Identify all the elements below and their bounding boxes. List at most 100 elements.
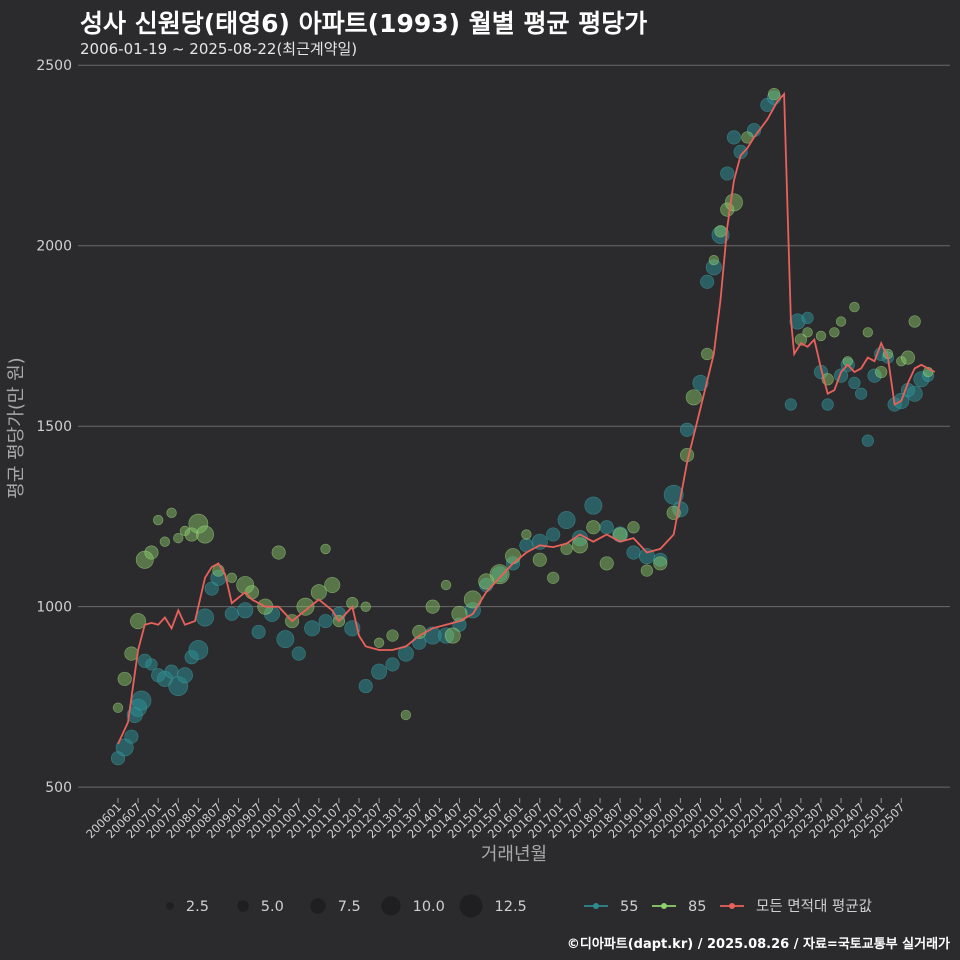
point-85 bbox=[400, 709, 412, 721]
point-85 bbox=[794, 333, 807, 346]
point-85 bbox=[849, 301, 860, 313]
average-line-path bbox=[117, 91, 936, 745]
point-55 bbox=[385, 657, 400, 672]
point-85 bbox=[184, 527, 199, 542]
point-85 bbox=[112, 702, 124, 713]
point-55 bbox=[626, 545, 641, 560]
point-85 bbox=[173, 532, 184, 544]
point-85 bbox=[478, 573, 495, 590]
point-55 bbox=[784, 398, 797, 411]
point-55 bbox=[855, 387, 868, 400]
point-55 bbox=[921, 369, 935, 382]
point-85 bbox=[310, 584, 327, 601]
point-55 bbox=[224, 606, 239, 621]
point-55 bbox=[196, 608, 214, 627]
point-85 bbox=[386, 629, 399, 642]
point-85 bbox=[875, 365, 888, 379]
point-55 bbox=[188, 640, 209, 660]
point-85 bbox=[708, 254, 719, 266]
point-55 bbox=[726, 130, 741, 145]
size-legend-label: 7.5 bbox=[338, 899, 361, 915]
size-legend-circle bbox=[237, 900, 249, 912]
point-55 bbox=[176, 667, 193, 684]
point-85 bbox=[724, 193, 743, 212]
series-legend-label: 55 bbox=[620, 899, 638, 915]
point-55 bbox=[821, 398, 834, 411]
point-85 bbox=[271, 545, 286, 560]
point-85 bbox=[640, 564, 653, 577]
point-85 bbox=[244, 585, 259, 600]
point-55 bbox=[358, 679, 373, 694]
size-legend-label: 2.5 bbox=[186, 899, 209, 915]
series-legend-dot bbox=[729, 903, 735, 909]
point-85 bbox=[324, 577, 341, 594]
point-85 bbox=[196, 525, 214, 544]
series-legend-label: 모든 면적대 평균값 bbox=[756, 898, 872, 915]
legend: 2.5 5.0 7.5 10.0 12.5 55 85 모든 면적대 평균값 bbox=[166, 894, 872, 918]
gridlines bbox=[78, 64, 950, 788]
point-55 bbox=[131, 690, 152, 711]
point-85 bbox=[802, 327, 813, 338]
point-85 bbox=[900, 350, 916, 365]
point-55 bbox=[801, 311, 814, 325]
point-85 bbox=[685, 389, 702, 406]
size-legend-circle bbox=[166, 902, 174, 910]
point-85 bbox=[373, 637, 385, 648]
point-85 bbox=[320, 543, 331, 555]
point-85 bbox=[835, 316, 847, 327]
point-55 bbox=[663, 484, 684, 505]
point-85 bbox=[296, 597, 315, 616]
point-85 bbox=[144, 545, 159, 560]
point-85 bbox=[627, 521, 640, 534]
y-tick-label: 2500 bbox=[36, 58, 72, 74]
series-legend-label: 85 bbox=[688, 899, 706, 915]
x-axis-ticks: 2006012006072007012007072008012008072009… bbox=[83, 798, 907, 841]
point-55 bbox=[276, 630, 295, 649]
point-55 bbox=[371, 663, 388, 680]
size-legend-circle bbox=[459, 894, 483, 918]
point-85 bbox=[425, 599, 440, 614]
point-55 bbox=[700, 274, 715, 289]
point-55 bbox=[124, 729, 139, 744]
point-55 bbox=[599, 520, 614, 535]
point-55 bbox=[906, 385, 923, 402]
point-55 bbox=[438, 627, 455, 644]
series-legend-dot bbox=[661, 903, 667, 909]
chart-title: 성사 신원당(태영6) 아파트(1993) 월별 평균 평당가 bbox=[80, 9, 648, 38]
point-85 bbox=[829, 327, 840, 338]
point-55 bbox=[584, 496, 603, 515]
point-85 bbox=[159, 536, 171, 547]
point-85 bbox=[130, 613, 147, 630]
point-85 bbox=[451, 605, 468, 622]
point-85 bbox=[908, 315, 921, 328]
point-55 bbox=[164, 664, 179, 679]
point-55 bbox=[491, 566, 508, 583]
point-85 bbox=[547, 571, 560, 584]
point-85 bbox=[226, 572, 237, 583]
series-legend-dot bbox=[593, 903, 599, 909]
size-legend-label: 12.5 bbox=[495, 899, 527, 915]
point-85 bbox=[489, 564, 510, 585]
point-55 bbox=[318, 614, 333, 629]
scatter-points bbox=[110, 87, 935, 766]
point-55 bbox=[237, 602, 254, 619]
y-axis-ticks: 500 1000 1500 2000 2500 bbox=[36, 58, 72, 796]
point-55 bbox=[653, 552, 668, 567]
point-85 bbox=[153, 514, 164, 526]
point-55 bbox=[145, 658, 158, 671]
point-85 bbox=[815, 330, 827, 342]
y-axis-label: 평균 평당가(만 원) bbox=[6, 357, 27, 498]
size-legend-circle bbox=[310, 898, 326, 914]
point-85 bbox=[862, 327, 873, 338]
point-85 bbox=[653, 556, 668, 571]
point-85 bbox=[360, 601, 371, 612]
average-line bbox=[117, 91, 936, 745]
y-tick-label: 2000 bbox=[36, 239, 72, 255]
point-55 bbox=[291, 646, 306, 661]
point-55 bbox=[861, 434, 874, 447]
point-55 bbox=[251, 624, 266, 640]
point-55 bbox=[848, 376, 861, 389]
point-85 bbox=[599, 556, 614, 571]
point-85 bbox=[117, 671, 132, 686]
